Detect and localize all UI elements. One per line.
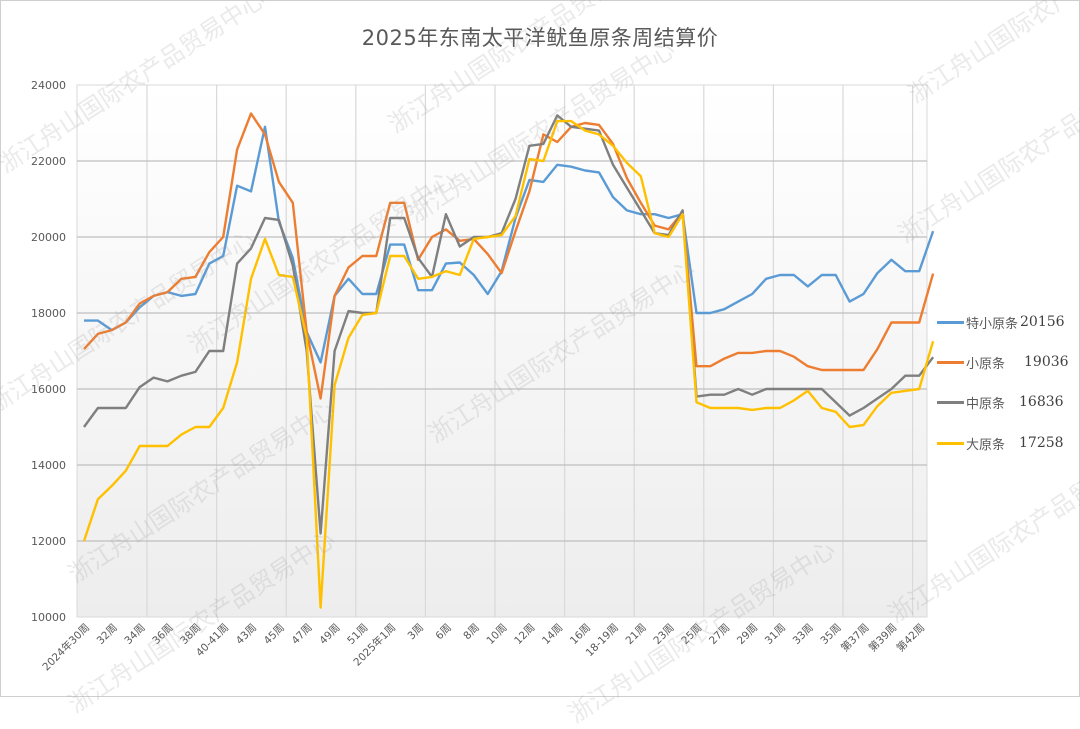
svg-text:21周: 21周 <box>624 622 649 647</box>
legend-value: 19036 <box>1024 354 1069 370</box>
svg-text:8周: 8周 <box>461 622 482 643</box>
svg-text:14000: 14000 <box>31 459 66 472</box>
svg-text:14周: 14周 <box>540 622 565 647</box>
svg-text:24000: 24000 <box>31 79 66 92</box>
horizontal-gridlines <box>77 160 927 542</box>
svg-text:35周: 35周 <box>818 622 843 647</box>
svg-text:3周: 3周 <box>406 622 427 643</box>
svg-text:16000: 16000 <box>31 383 66 396</box>
svg-text:10周: 10周 <box>484 622 509 647</box>
svg-text:27周: 27周 <box>707 622 732 647</box>
svg-text:31周: 31周 <box>763 622 788 647</box>
svg-text:36周: 36周 <box>150 622 175 647</box>
legend-value: 16836 <box>1019 394 1064 410</box>
svg-text:34周: 34周 <box>122 622 147 647</box>
svg-text:49周: 49周 <box>317 622 342 647</box>
legend-item-extra-small[interactable]: 特小原条 20156 <box>937 312 1065 332</box>
svg-text:18000: 18000 <box>31 307 66 320</box>
svg-text:第39周: 第39周 <box>866 621 899 654</box>
svg-text:51周: 51周 <box>345 622 370 647</box>
legend-swatch-gray <box>937 400 964 404</box>
svg-text:38周: 38周 <box>178 622 203 647</box>
svg-text:32周: 32周 <box>95 622 120 647</box>
svg-text:第42周: 第42周 <box>894 621 927 654</box>
legend-item-large[interactable]: 大原条 17258 <box>937 433 1064 453</box>
svg-text:25周: 25周 <box>679 622 704 647</box>
legend-label: 大原条 <box>966 437 1006 453</box>
svg-text:10000: 10000 <box>31 611 66 624</box>
legend-item-medium[interactable]: 中原条 16836 <box>937 392 1064 412</box>
svg-text:33周: 33周 <box>791 622 816 647</box>
svg-text:第37周: 第37周 <box>838 621 871 654</box>
series-lines <box>82 112 935 609</box>
svg-text:22000: 22000 <box>31 155 66 168</box>
plot-area <box>76 84 928 618</box>
svg-text:12000: 12000 <box>31 535 66 548</box>
y-axis-tick-labels: 10000 12000 14000 16000 18000 20000 22000 24000 <box>31 79 66 624</box>
svg-text:20000: 20000 <box>31 231 66 244</box>
svg-text:29周: 29周 <box>735 622 760 647</box>
svg-text:16周: 16周 <box>568 622 593 647</box>
legend-swatch-blue <box>937 320 964 324</box>
line-chart: 10000 12000 14000 16000 18000 20000 22000 24000… <box>31 79 935 673</box>
svg-text:45周: 45周 <box>262 622 287 647</box>
legend-label: 中原条 <box>966 396 1006 412</box>
legend-value: 20156 <box>1020 314 1065 330</box>
legend-label: 特小原条 <box>966 316 1019 332</box>
svg-text:12周: 12周 <box>512 622 537 647</box>
svg-text:2024年30周: 2024年30周 <box>40 621 92 673</box>
svg-text:6周: 6周 <box>433 622 454 643</box>
legend-label: 小原条 <box>966 356 1006 372</box>
svg-text:23周: 23周 <box>651 622 676 647</box>
svg-text:47周: 47周 <box>289 622 314 647</box>
legend-item-small[interactable]: 小原条 19036 <box>937 352 1069 372</box>
legend-value: 17258 <box>1019 435 1064 451</box>
chart-title: 2025年东南太平洋鱿鱼原条周结算价 <box>361 26 719 50</box>
legend-swatch-yellow <box>937 441 964 445</box>
svg-text:43周: 43周 <box>234 622 259 647</box>
legend-swatch-orange <box>937 360 964 364</box>
